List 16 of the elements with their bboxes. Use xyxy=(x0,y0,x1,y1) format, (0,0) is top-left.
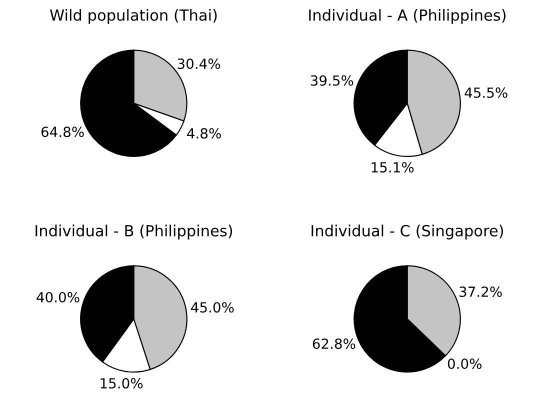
data-label: 4.8% xyxy=(187,128,221,139)
data-label: 45.5% xyxy=(464,87,508,98)
data-label: 40.0% xyxy=(36,292,80,302)
chart-title: Individual - C (Singapore) xyxy=(312,224,503,240)
data-label: 45.0% xyxy=(191,302,234,313)
data-label: 30.4% xyxy=(178,58,220,70)
chart-title: Individual - B (Philippines) xyxy=(36,224,232,240)
data-label: 62.8% xyxy=(312,338,356,349)
data-label: 15.0% xyxy=(100,378,143,389)
chart-title: Wild population (Thai) xyxy=(50,9,217,24)
data-label: 15.1% xyxy=(372,162,414,173)
chart-title: Individual - A (Philippines) xyxy=(309,9,506,24)
data-label: 37.2% xyxy=(460,286,502,297)
text: 0.0% xyxy=(448,358,482,370)
data-label: 39.5% xyxy=(310,75,354,86)
data-label: 64.8% xyxy=(41,126,84,138)
